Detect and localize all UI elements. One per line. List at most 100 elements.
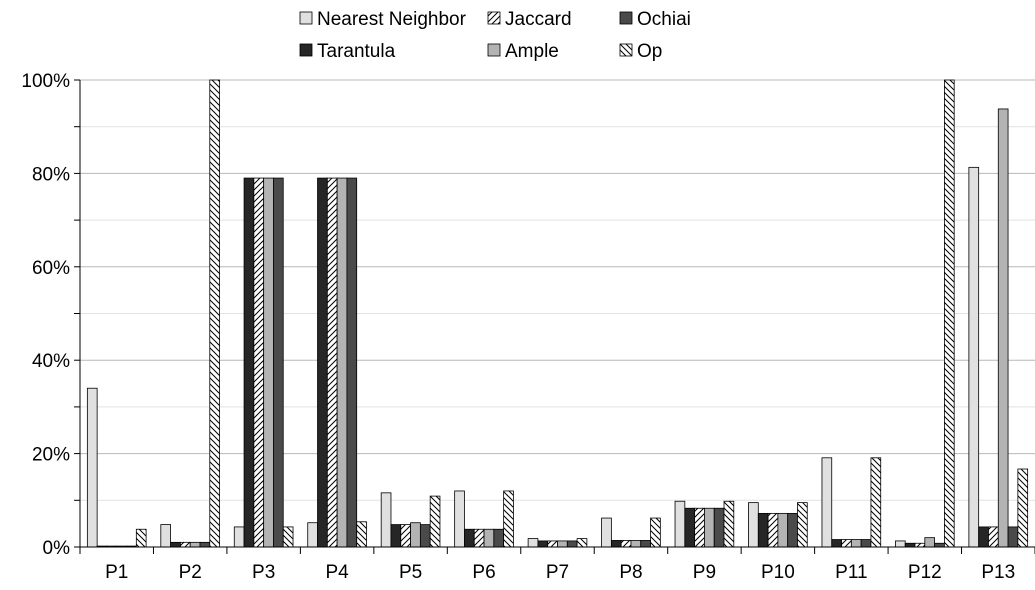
- x-tick-label: P10: [761, 562, 795, 583]
- bar-p11-ample: [850, 539, 862, 548]
- bar-p12-ochiai: [934, 542, 945, 548]
- legend-label-nearest-neighbor: Nearest Neighbor: [317, 9, 467, 30]
- bar-p13-nearest-neighbor: [968, 166, 980, 548]
- bar-p4-ochiai: [346, 177, 358, 548]
- y-tick-label: 60%: [32, 258, 70, 279]
- x-tick-label: P3: [252, 562, 275, 583]
- bar-p8-tarantula: [610, 540, 622, 548]
- bar-p6-nearest-neighbor: [454, 490, 465, 548]
- bar-p10-ample: [777, 512, 789, 548]
- legend-label-ochiai: Ochiai: [637, 9, 691, 30]
- bar-p8-ample: [630, 540, 642, 548]
- bar-p10-tarantula: [757, 512, 769, 548]
- x-tick-label: P8: [619, 562, 642, 583]
- legend-swatch-op: [619, 43, 633, 57]
- bar-p4-tarantula: [317, 177, 328, 548]
- bar-p3-nearest-neighbor: [233, 526, 245, 548]
- bar-p3-tarantula: [243, 177, 255, 548]
- bar-p13-ochiai: [1007, 526, 1019, 548]
- bar-p3-ochiai: [273, 177, 284, 548]
- bar-p9-tarantula: [684, 507, 696, 548]
- bar-p2-ochiai: [199, 541, 211, 548]
- bar-p5-ample: [410, 522, 421, 548]
- bar-p8-nearest-neighbor: [601, 517, 612, 548]
- bar-p9-op: [723, 500, 735, 548]
- bar-p5-ochiai: [419, 524, 431, 548]
- bar-p4-ample: [336, 177, 348, 548]
- x-tick-label: P13: [981, 562, 1015, 583]
- x-tick-label: P4: [325, 562, 349, 583]
- bar-p8-op: [650, 517, 661, 548]
- legend-label-tarantula: Tarantula: [317, 41, 396, 62]
- bars: [86, 79, 1029, 548]
- y-tick-label: 80%: [32, 164, 70, 185]
- legend-swatch-ample: [487, 43, 501, 57]
- bar-p5-op: [429, 495, 441, 548]
- legend-swatch-ochiai: [619, 11, 633, 25]
- bar-p2-tarantula: [170, 541, 181, 548]
- axes: [74, 79, 1035, 554]
- gridlines: [80, 79, 1035, 501]
- legend: Nearest Neighbor Tarantula Jaccard Ample Och…: [299, 9, 691, 62]
- bar-p1-nearest-neighbor: [86, 387, 98, 548]
- bar-p12-tarantula: [904, 542, 916, 548]
- bar-p12-op: [944, 79, 955, 548]
- bar-p7-jaccard: [547, 540, 558, 548]
- bar-p5-jaccard: [400, 524, 411, 548]
- x-tick-label: P9: [693, 562, 716, 583]
- bar-p3-jaccard: [253, 177, 265, 548]
- bar-p2-jaccard: [179, 541, 191, 548]
- bar-p1-op: [135, 528, 147, 548]
- legend-swatch-tarantula: [299, 43, 313, 57]
- bar-p9-ochiai: [713, 507, 725, 548]
- bar-p12-nearest-neighbor: [895, 540, 906, 548]
- bar-p6-jaccard: [473, 528, 485, 548]
- bar-p10-nearest-neighbor: [748, 502, 759, 548]
- bar-p7-tarantula: [537, 540, 549, 548]
- bar-p11-jaccard: [841, 539, 852, 548]
- bar-p5-nearest-neighbor: [380, 492, 392, 548]
- bar-p6-tarantula: [464, 528, 475, 548]
- x-tick-label: P7: [546, 562, 569, 583]
- bar-p10-op: [797, 502, 808, 548]
- legend-label-ample: Ample: [505, 41, 559, 62]
- bar-p2-op: [209, 79, 220, 548]
- x-axis-ticks: P1 P2 P3 P4 P5 P6 P7 P8 P9 P10 P11 P12 P13: [105, 562, 1015, 583]
- bar-p3-op: [282, 526, 294, 548]
- bar-p6-ample: [483, 528, 495, 548]
- x-tick-label: P6: [472, 562, 495, 583]
- y-tick-label: 20%: [32, 445, 70, 466]
- y-tick-label: 40%: [32, 351, 70, 372]
- bar-p8-ochiai: [640, 540, 651, 548]
- legend-swatch-jaccard: [487, 11, 501, 25]
- bar-p5-tarantula: [390, 524, 402, 548]
- legend-label-jaccard: Jaccard: [505, 9, 572, 30]
- bar-p11-tarantula: [831, 539, 842, 548]
- bar-p13-jaccard: [988, 526, 999, 548]
- y-axis-ticks: 0% 20% 40% 60% 80% 100%: [21, 71, 70, 559]
- bar-p13-ample: [997, 108, 1009, 548]
- legend-swatch-nearest-neighbor: [299, 11, 313, 25]
- bar-p11-nearest-neighbor: [821, 457, 833, 548]
- bar-p3-ample: [263, 177, 274, 548]
- x-tick-label: P2: [179, 562, 202, 583]
- bar-p2-nearest-neighbor: [160, 524, 171, 548]
- bar-p12-ample: [924, 537, 935, 548]
- x-tick-label: P11: [835, 562, 867, 583]
- bar-p11-ochiai: [860, 539, 872, 548]
- bar-p10-jaccard: [767, 512, 779, 548]
- bar-p11-op: [870, 457, 882, 548]
- bar-p4-nearest-neighbor: [307, 522, 318, 548]
- bar-p6-ochiai: [493, 528, 505, 548]
- bar-p6-op: [503, 490, 514, 548]
- x-tick-label: P12: [908, 562, 942, 583]
- bar-p13-op: [1017, 468, 1029, 548]
- bar-p4-jaccard: [326, 177, 338, 548]
- x-tick-label: P1: [105, 562, 128, 583]
- y-tick-label: 0%: [43, 538, 71, 559]
- bar-p10-ochiai: [787, 512, 798, 548]
- bar-p4-op: [356, 521, 367, 548]
- bar-p8-jaccard: [620, 540, 632, 548]
- bar-p7-ochiai: [566, 540, 578, 548]
